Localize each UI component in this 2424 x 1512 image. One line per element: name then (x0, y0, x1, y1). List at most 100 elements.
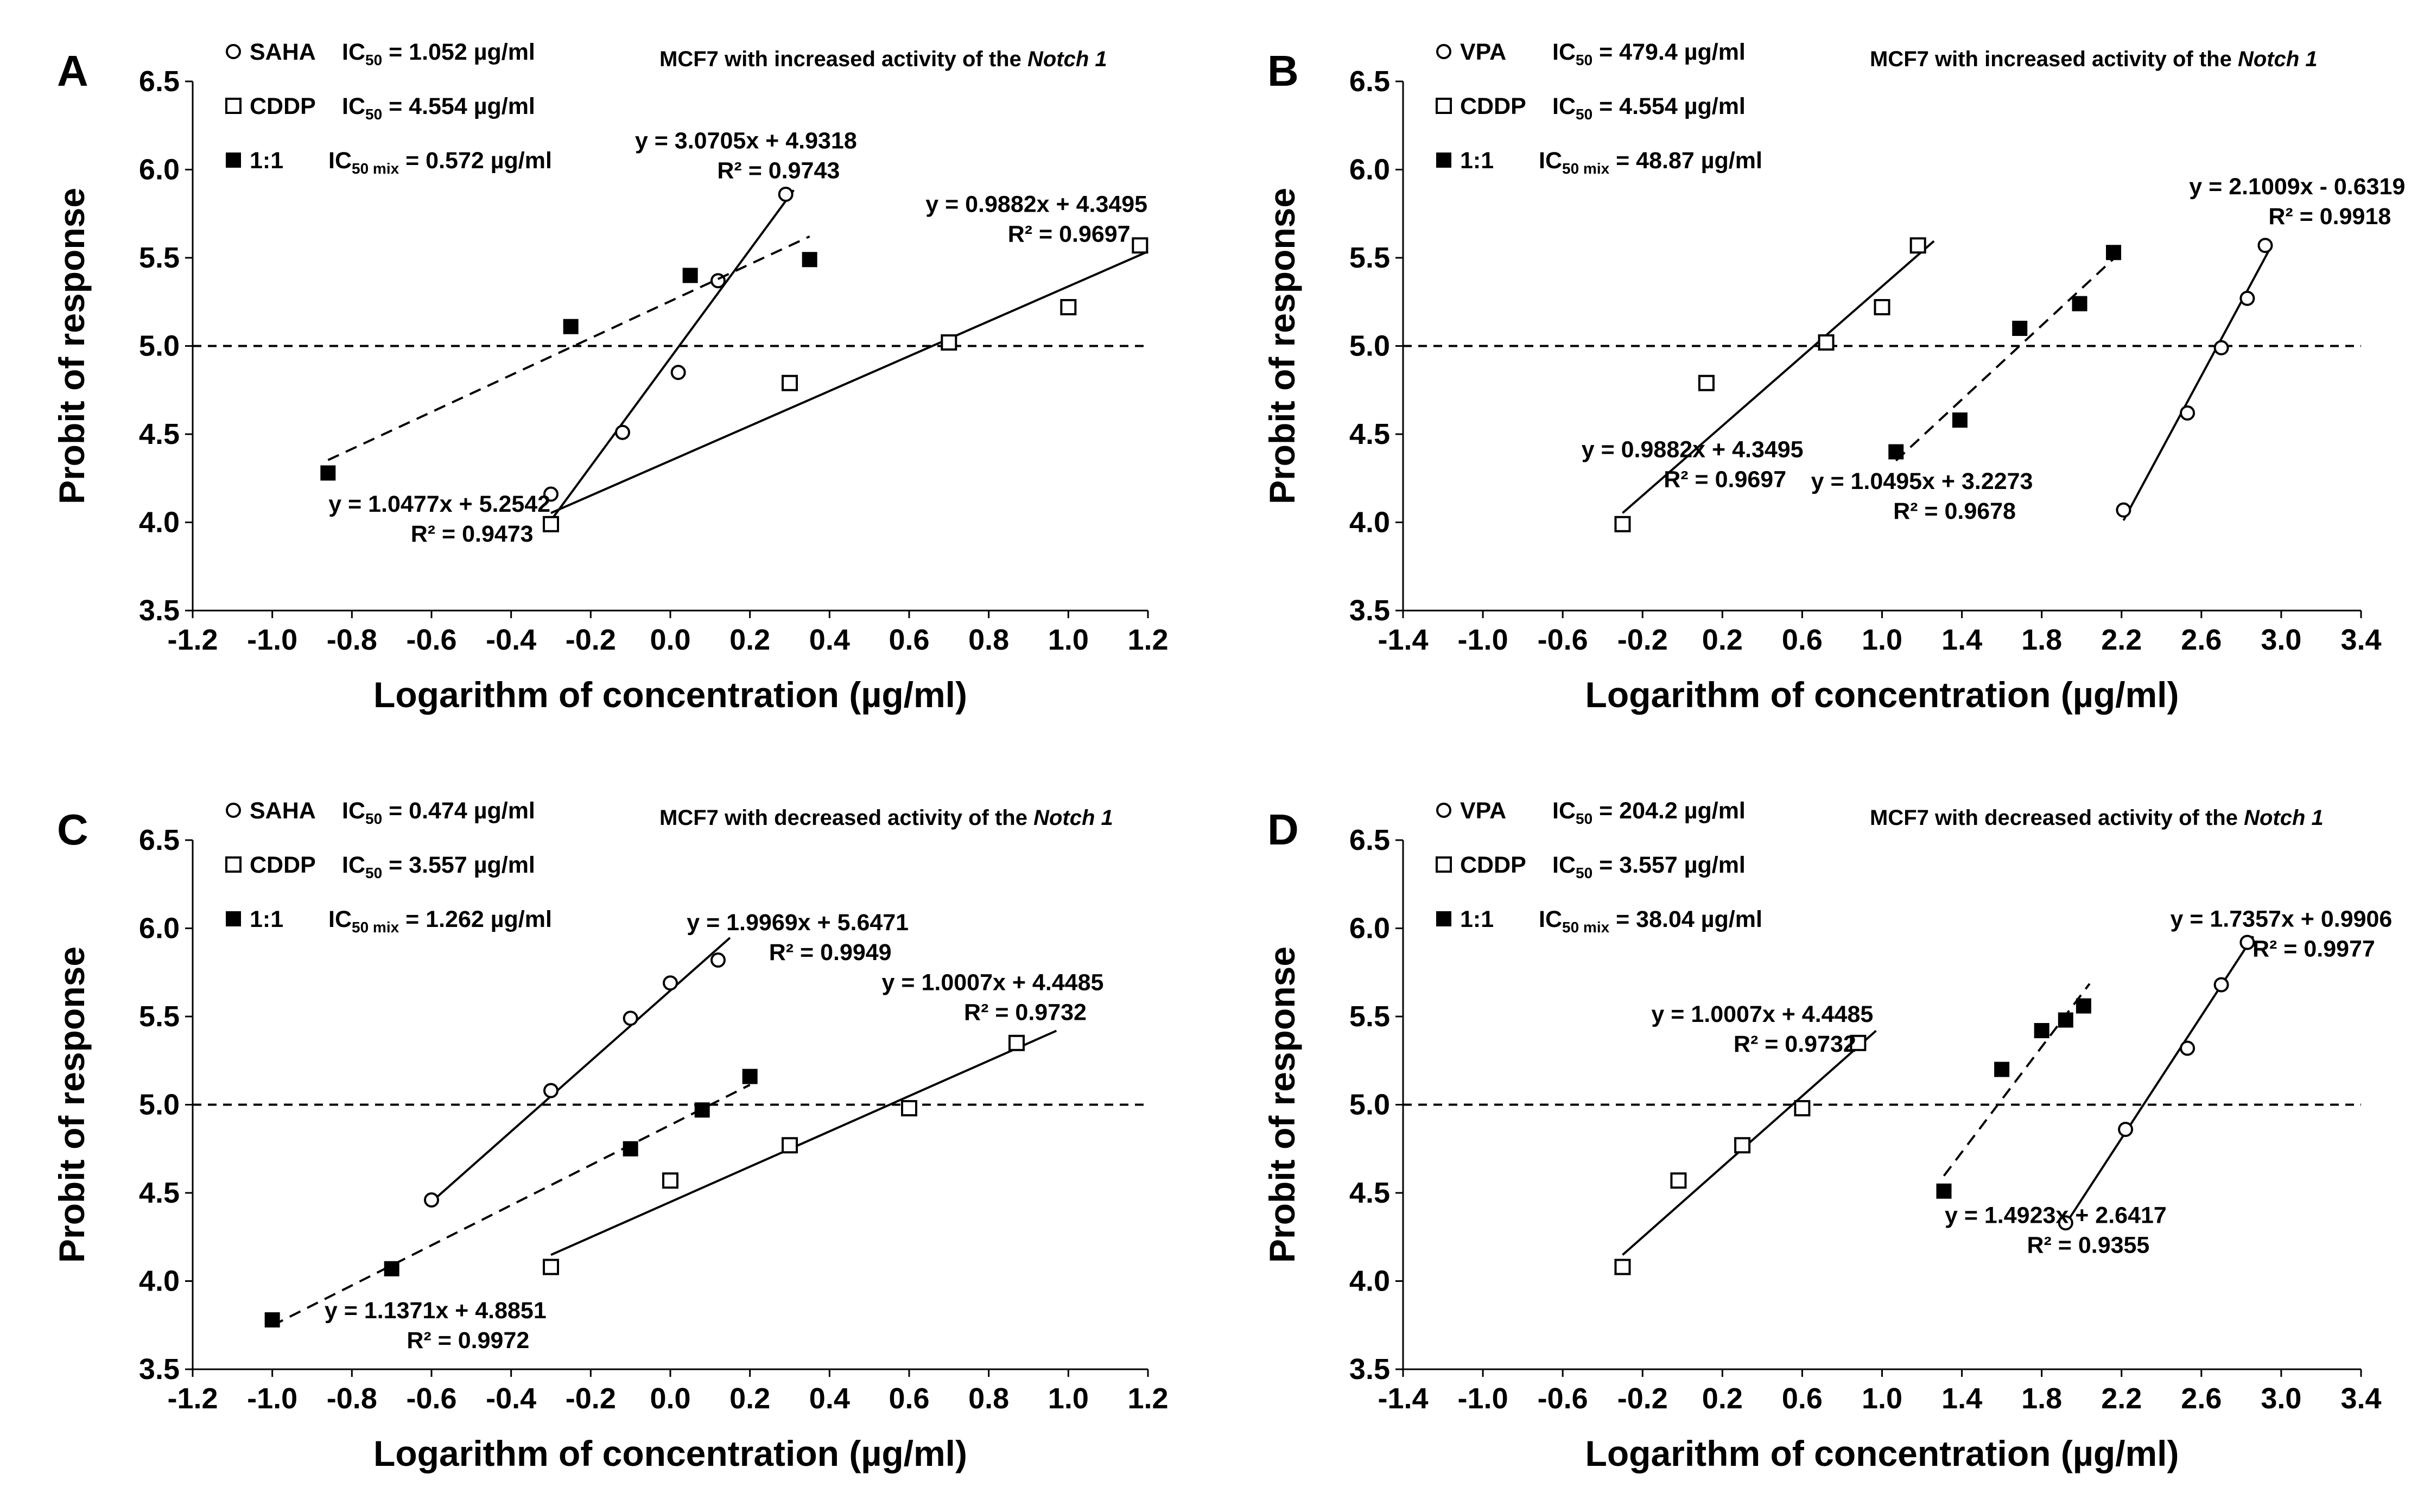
x-tick-label: 0.2 (1702, 624, 1743, 656)
legend-ic-value: = 1.262 µg/ml (399, 906, 552, 932)
legend-ic-sub: 50 (1576, 865, 1592, 881)
data-point-square-filled (2034, 1023, 2049, 1038)
data-point-square-filled (1936, 1183, 1952, 1199)
y-tick-label: 4.0 (139, 506, 180, 539)
x-axis-label: Logarithm of concentration (µg/ml) (373, 1433, 967, 1473)
data-point-square-filled (1952, 412, 1968, 428)
data-point-square-open (1909, 237, 1926, 254)
x-tick-label: -1.0 (247, 624, 297, 656)
data-point-circle (663, 975, 678, 991)
x-tick-label: 2.6 (2181, 624, 2222, 656)
legend-ic-label: IC (342, 852, 365, 878)
y-axis-label: Probit of response (1262, 188, 1302, 504)
data-point-square-filled (384, 1261, 399, 1276)
x-tick-label: 1.8 (2021, 624, 2062, 656)
trendline-cddp (550, 250, 1148, 514)
data-point-circle (670, 365, 686, 380)
fit-equation: y = 2.1009x - 0.6319 (2189, 174, 2405, 200)
legend-ic-sub: 50 mix (1562, 919, 1610, 936)
fit-equation: y = 0.9882x + 4.3495 (925, 192, 1147, 218)
fit-equation: y = 0.9882x + 4.3495 (1582, 436, 1804, 462)
legend-ic-value: = 0.474 µg/ml (382, 798, 535, 824)
x-tick-label: 0.2 (1702, 1382, 1743, 1415)
legend-ic50: IC50 = 3.557 µg/ml (342, 852, 535, 881)
y-tick-label: 6.5 (139, 65, 180, 98)
x-tick-label: 1.0 (1048, 1382, 1089, 1415)
data-point-square-filled (623, 1141, 638, 1157)
y-tick-label: 4.5 (1349, 1177, 1390, 1209)
trendline-saha (430, 937, 731, 1203)
legend-ic-value: = 38.04 µg/ml (1609, 906, 1762, 932)
chart-title-text: MCF7 with increased activity of the (1870, 47, 2238, 71)
fit-r-squared: R² = 0.9732 (1734, 1031, 1856, 1057)
data-point-square-filled (2058, 1012, 2073, 1028)
fit-equation: y = 1.0495x + 3.2273 (1811, 468, 2033, 494)
data-point-square-filled (694, 1102, 710, 1118)
legend-marker (225, 98, 242, 114)
y-axis-label: Probit of response (1262, 946, 1302, 1263)
trendline-1-1 (327, 235, 810, 461)
x-tick-label: -1.2 (167, 624, 218, 656)
data-point-square-filled (2076, 998, 2091, 1014)
legend-ic50: IC50 = 4.554 µg/ml (342, 93, 535, 123)
legend-ic50: IC50 = 1.052 µg/ml (342, 39, 535, 68)
legend-ic-label: IC (1552, 39, 1576, 65)
legend-ic-sub: 50 (1576, 52, 1592, 68)
x-tick-label: 0.8 (968, 624, 1009, 656)
legend-label: CDDP (1460, 93, 1526, 119)
legend-ic-label: IC (1552, 852, 1576, 878)
legend-ic-label: IC (1552, 93, 1576, 119)
x-tick-label: -0.8 (327, 1382, 377, 1415)
x-axis-label: Logarithm of concentration (µg/ml) (1585, 1433, 2179, 1473)
legend-label: CDDP (250, 93, 316, 119)
x-tick-label: -0.6 (1538, 1382, 1588, 1415)
legend-marker (1436, 803, 1451, 818)
chart-panel-c: 3.5 4.0 4.5 5.0 5.5 6.0 6.5 -1.2 -1.0 -0.8 -0.6 -0.… (52, 798, 1169, 1473)
legend-ic-value: = 1.052 µg/ml (382, 39, 535, 65)
legend-marker (226, 44, 241, 59)
x-tick-label: 1.8 (2021, 1382, 2062, 1415)
data-point-circle (2213, 340, 2229, 355)
fit-equation: y = 1.0477x + 5.2542 (328, 491, 550, 517)
fit-r-squared: R² = 0.9918 (2268, 204, 2391, 230)
data-point-square-filled (320, 465, 336, 481)
data-point-square-filled (2106, 245, 2122, 261)
fit-r-squared: R² = 0.9697 (1008, 221, 1131, 247)
x-tick-label: 0.6 (889, 1382, 929, 1415)
chart-title-text: MCF7 with decreased activity of the (659, 806, 1033, 830)
chart-title-gene: Notch 1 (1033, 806, 1113, 830)
data-point-square-filled (682, 268, 698, 283)
x-tick-label: 1.0 (1048, 624, 1089, 656)
panel-label: D (1267, 805, 1299, 854)
data-point-circle (778, 187, 794, 202)
data-point-circle (2180, 405, 2195, 421)
y-tick-label: 6.0 (1349, 154, 1390, 186)
y-tick-label: 4.5 (139, 1177, 180, 1209)
fit-r-squared: R² = 0.9977 (2252, 936, 2375, 962)
data-point-circle (424, 1192, 439, 1208)
x-tick-label: -0.8 (327, 624, 377, 656)
y-tick-label: 6.5 (1349, 65, 1390, 98)
data-point-square-open (1614, 516, 1631, 532)
legend-ic-sub: 50 mix (352, 160, 399, 177)
panel-label: B (1267, 47, 1299, 95)
fit-equation: y = 1.0007x + 4.4485 (1651, 1001, 1873, 1027)
y-tick-label: 5.5 (139, 242, 180, 274)
x-tick-label: 2.2 (2101, 624, 2142, 656)
fit-equation: y = 3.0705x + 4.9318 (635, 128, 857, 154)
legend-ic50: IC50 = 0.474 µg/ml (342, 798, 535, 827)
legend-marker (226, 911, 241, 926)
data-point-square-open (1874, 299, 1890, 315)
chart-title: MCF7 with increased activity of the Notc… (659, 47, 1107, 71)
y-tick-label: 6.0 (1349, 912, 1390, 945)
y-tick-label: 4.0 (139, 1265, 180, 1298)
data-point-square-open (1850, 1034, 1867, 1051)
y-tick-label: 5.5 (1349, 1000, 1390, 1033)
fit-equation: y = 1.1371x + 4.8851 (325, 1298, 547, 1324)
legend-ic-sub: 50 (365, 106, 382, 123)
chart-panel-a: 3.5 4.0 4.5 5.0 5.5 6.0 6.5 -1.2 -1.0 -0.8 -0.6 -0.… (52, 39, 1169, 715)
legend-ic-value: = 3.557 µg/ml (382, 852, 535, 878)
data-point-square-filled (2072, 296, 2087, 312)
x-tick-label: 1.2 (1127, 624, 1168, 656)
y-tick-label: 5.0 (139, 1089, 180, 1121)
